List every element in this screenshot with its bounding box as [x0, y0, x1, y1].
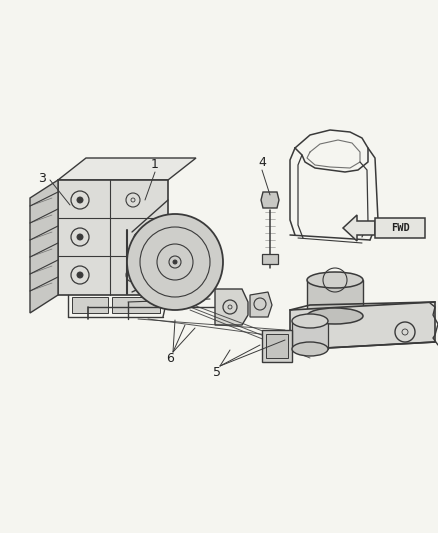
Ellipse shape: [307, 272, 363, 288]
Text: 1: 1: [151, 158, 159, 172]
Circle shape: [77, 272, 83, 278]
Polygon shape: [307, 280, 363, 316]
Text: 3: 3: [38, 172, 46, 184]
Circle shape: [127, 214, 223, 310]
Ellipse shape: [307, 308, 363, 324]
Polygon shape: [72, 297, 108, 313]
Polygon shape: [112, 297, 160, 313]
Polygon shape: [261, 192, 279, 208]
Ellipse shape: [292, 314, 328, 328]
Polygon shape: [215, 289, 248, 325]
Polygon shape: [290, 302, 435, 350]
Bar: [375, 218, 425, 238]
Polygon shape: [292, 321, 328, 349]
Polygon shape: [262, 330, 292, 362]
Polygon shape: [343, 215, 375, 241]
Ellipse shape: [292, 342, 328, 356]
Polygon shape: [58, 180, 168, 295]
Text: 6: 6: [166, 351, 174, 365]
Text: 4: 4: [258, 156, 266, 168]
Polygon shape: [250, 292, 272, 317]
Polygon shape: [58, 158, 196, 180]
Text: FWD: FWD: [391, 223, 410, 233]
Text: 5: 5: [213, 366, 221, 378]
Polygon shape: [266, 334, 288, 358]
Circle shape: [77, 197, 83, 203]
Circle shape: [77, 234, 83, 240]
Polygon shape: [30, 180, 58, 313]
Polygon shape: [262, 254, 278, 264]
Circle shape: [173, 260, 177, 264]
